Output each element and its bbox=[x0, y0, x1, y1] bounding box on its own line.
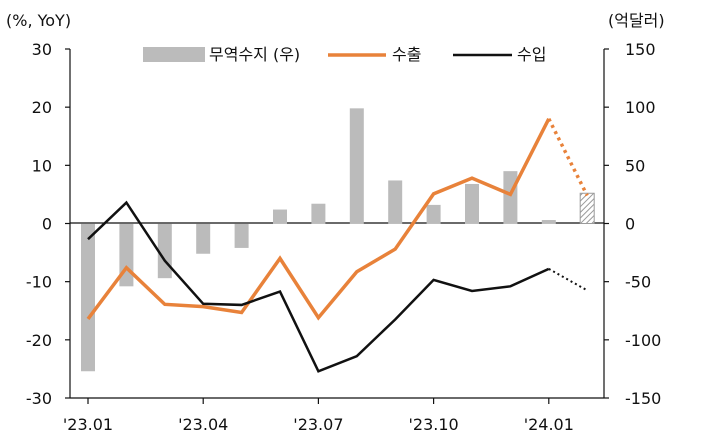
x-tick-label: '23.10 bbox=[408, 415, 458, 434]
bar bbox=[503, 171, 518, 224]
right-axis-ticks: 150 100 50 0 -50 -100 -150 bbox=[604, 40, 661, 408]
imports-projected-line bbox=[548, 267, 588, 292]
bar bbox=[196, 223, 211, 254]
legend-item-imports: 수입 bbox=[453, 45, 546, 64]
bar bbox=[349, 108, 364, 224]
right-tick-label: -100 bbox=[625, 331, 661, 350]
right-tick-label: 50 bbox=[625, 156, 645, 175]
legend-item-exports: 수출 bbox=[328, 45, 421, 64]
right-tick-label: -50 bbox=[625, 273, 651, 292]
left-tick-label: 0 bbox=[42, 215, 52, 234]
exports-projected-line bbox=[547, 118, 589, 197]
right-axis-unit: (억달러) bbox=[608, 11, 665, 30]
legend-swatch-bar bbox=[143, 47, 205, 62]
left-tick-label: -10 bbox=[26, 273, 52, 292]
bar bbox=[388, 180, 403, 224]
bar bbox=[311, 203, 326, 224]
x-axis-ticks: '23.01 '23.04 '23.07 '23.10 '24.01 bbox=[63, 398, 574, 434]
bar bbox=[157, 223, 172, 279]
legend-label-trade-balance: 무역수지 (우) bbox=[209, 45, 300, 64]
left-tick-label: 20 bbox=[32, 98, 52, 117]
legend-label-exports: 수출 bbox=[392, 45, 421, 64]
left-axis-ticks: 30 20 10 0 -10 -20 -30 bbox=[26, 40, 70, 408]
legend-label-imports: 수입 bbox=[517, 45, 546, 64]
exports-line bbox=[86, 118, 551, 321]
x-tick-label: '24.01 bbox=[524, 415, 574, 434]
series-lines bbox=[86, 118, 589, 373]
right-tick-label: -150 bbox=[625, 389, 661, 408]
legend-item-trade-balance: 무역수지 (우) bbox=[143, 45, 300, 64]
legend: 무역수지 (우) 수출 수입 bbox=[143, 45, 546, 64]
left-tick-label: -20 bbox=[26, 331, 52, 350]
right-tick-label: 100 bbox=[625, 98, 656, 117]
left-tick-label: -30 bbox=[26, 389, 52, 408]
x-tick-label: '23.01 bbox=[63, 415, 113, 434]
x-tick-label: '23.07 bbox=[293, 415, 343, 434]
x-tick-label: '23.04 bbox=[178, 415, 228, 434]
right-tick-label: 150 bbox=[625, 40, 656, 59]
bar bbox=[81, 223, 95, 372]
left-tick-label: 10 bbox=[32, 156, 52, 175]
left-axis-unit: (%, YoY) bbox=[6, 11, 71, 30]
bar bbox=[234, 223, 249, 248]
bar bbox=[541, 220, 556, 224]
bar bbox=[465, 183, 479, 224]
right-tick-label: 0 bbox=[625, 215, 635, 234]
trade-balance-bars bbox=[81, 108, 595, 372]
imports-line bbox=[87, 200, 550, 373]
left-tick-label: 30 bbox=[32, 40, 52, 59]
bar-projected bbox=[579, 192, 595, 224]
bar bbox=[426, 204, 441, 224]
bar bbox=[273, 209, 287, 224]
